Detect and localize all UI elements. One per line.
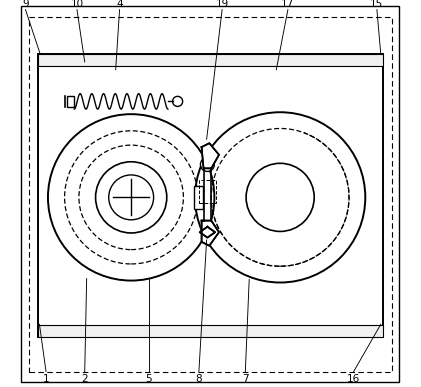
Bar [194, 186, 203, 209]
Polygon shape [202, 143, 219, 168]
Text: 19: 19 [216, 0, 229, 9]
Text: 7: 7 [242, 374, 249, 384]
Text: 16: 16 [347, 374, 360, 384]
Text: 2: 2 [81, 374, 88, 384]
Text: 15: 15 [370, 0, 384, 9]
Circle shape [173, 96, 183, 106]
Bar [67, 96, 74, 107]
Text: 4: 4 [116, 0, 123, 9]
Text: 9: 9 [22, 0, 29, 9]
Text: 5: 5 [145, 374, 152, 384]
Polygon shape [202, 221, 219, 246]
Text: 10: 10 [70, 0, 83, 9]
Bar [199, 180, 216, 203]
Polygon shape [200, 227, 215, 238]
Bar [38, 54, 383, 337]
Bar [38, 54, 383, 66]
Text: 17: 17 [281, 0, 295, 9]
Circle shape [200, 158, 214, 171]
Bar [38, 325, 383, 337]
Text: 8: 8 [196, 374, 202, 384]
Text: 1: 1 [43, 374, 49, 384]
